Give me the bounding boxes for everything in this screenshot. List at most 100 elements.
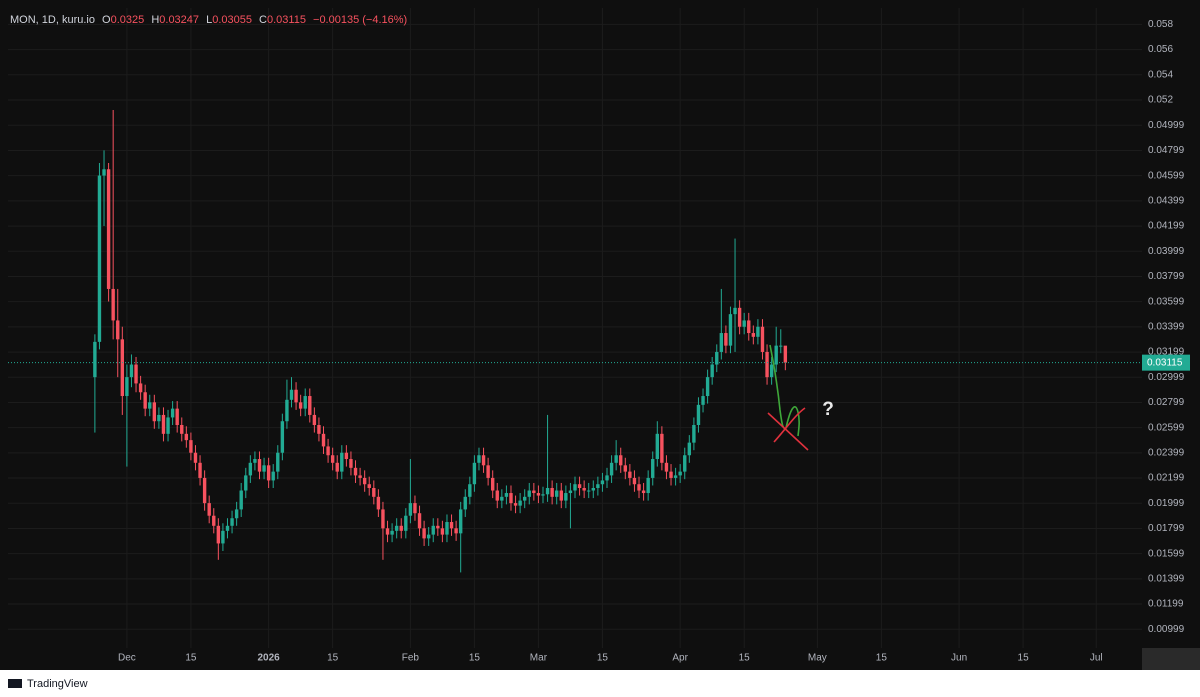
candle-body [106,169,111,289]
candle-body [413,503,417,514]
h-label: H [151,14,159,26]
candle-body [550,488,554,497]
candle-body [321,433,326,447]
candle-body [673,475,678,478]
candle-body [148,402,152,409]
c-value: 0.03115 [267,14,306,26]
x-tick-label: 15 [327,653,339,664]
candle-body [317,425,321,434]
candle-body [257,459,262,472]
candle-body [481,455,486,466]
candle-body [564,493,568,501]
candle-body [157,414,161,422]
candle-body [111,288,115,321]
candle-body [756,326,760,337]
candle-body [93,341,97,378]
candle-body [490,477,495,491]
candle-body [454,528,458,534]
candle-body [701,396,705,405]
y-tick-label: 0.01999 [1148,498,1185,509]
y-tick-label: 0.02999 [1148,372,1185,383]
candle-body [198,462,202,478]
candle-body [719,333,724,352]
candle-body [619,455,623,466]
candle-body [637,484,641,491]
candle-body [239,490,243,510]
candle-body [138,383,143,393]
x-tick-label: Mar [530,653,548,664]
candle-body [422,528,426,539]
y-tick-label: 0.04199 [1148,221,1185,232]
y-tick-label: 0.02399 [1148,447,1185,458]
y-tick-label: 0.052 [1148,95,1173,106]
candle-body [394,525,399,531]
candle-body [349,459,353,468]
candle-body [774,345,778,365]
annotation: ? [822,399,834,420]
candle-body [225,525,230,531]
candle-body [129,364,134,378]
candle-body [426,534,431,539]
candle-body [545,488,550,495]
candle-body [632,477,637,485]
candle-body [751,333,756,337]
c-label: C [259,14,267,26]
candle-body [253,459,257,463]
candle-body [769,364,774,378]
candle-body [289,389,294,400]
candle-body [523,496,527,501]
candle-body [568,490,573,494]
l-value: 0.03055 [212,14,252,26]
drawn-cross [767,407,809,451]
candle-body [390,530,394,535]
candle-body [678,471,682,476]
candle-body [747,320,751,334]
y-tick-label: 0.04399 [1148,196,1185,207]
candle-body [660,433,664,463]
candle-body [705,377,710,397]
candle-body [120,339,125,397]
candle-body [207,503,211,516]
x-tick-label: Dec [118,653,136,664]
x-tick-label: Jul [1090,653,1103,664]
candle-body [212,515,216,526]
candle-body [669,471,673,478]
candle-body [783,345,788,363]
candle-body [724,333,728,346]
x-tick-label: 15 [469,653,481,664]
y-tick-label: 0.04799 [1148,145,1185,156]
candle-body [221,530,225,544]
candle-body [655,433,660,460]
chart-background [0,0,1200,670]
candle-body [573,484,577,491]
candle-body [628,471,632,478]
candle-body [742,320,746,327]
candle-body [102,169,106,176]
candle-body [404,515,408,531]
candle-body [509,493,513,504]
candle-body [582,488,586,491]
candle-body [303,396,307,409]
candle-body [308,396,312,415]
candle-body [152,402,157,422]
candle-body [175,408,179,426]
candle-body [500,496,504,501]
candle-body [536,493,541,496]
candle-body [577,484,582,488]
x-tick-label: Jun [951,653,967,664]
candle-body [271,471,275,481]
y-tick-label: 0.02199 [1148,473,1185,484]
candle-body [477,455,481,463]
candle-body [609,462,614,476]
candle-body [587,490,591,492]
candle-body [600,480,605,485]
y-tick-label: 0.02799 [1148,397,1185,408]
candle-body [641,490,646,494]
candle-body [170,408,175,418]
l-label: L [206,14,212,26]
candle-body [527,490,531,497]
y-tick-label: 0.01199 [1148,599,1184,610]
candle-body [285,399,289,422]
candle-body [376,496,381,510]
